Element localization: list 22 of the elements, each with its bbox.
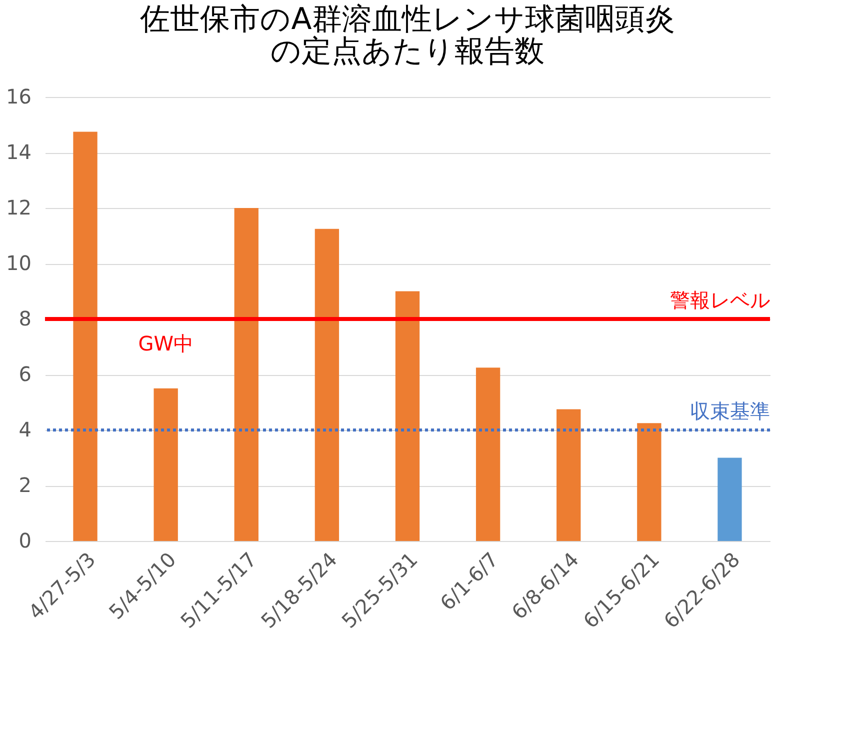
bar [718,458,742,541]
y-tick-label: 14 [6,140,32,164]
y-tick-label: 0 [18,528,32,552]
ref-line-label: 警報レベル [670,288,770,312]
y-tick-label: 6 [18,362,32,386]
y-tick-label: 10 [6,251,32,275]
chart-title: 佐世保市のA群溶血性レンサ球菌咽頭炎の定点あたり報告数 [140,2,675,69]
bar [637,423,662,541]
y-tick-label: 12 [6,196,32,220]
annotation: GW中 [138,332,194,356]
ref-line-label: 収束基準 [690,399,770,423]
bar [395,291,420,541]
y-tick-label: 4 [18,418,32,442]
y-tick-label: 16 [6,84,32,108]
bar [314,228,340,541]
bar [476,368,500,541]
y-tick-label: 2 [18,473,32,497]
bar [556,409,581,541]
bar [73,132,98,541]
bar [234,208,258,541]
bar [154,388,178,541]
y-tick-label: 8 [18,306,32,330]
